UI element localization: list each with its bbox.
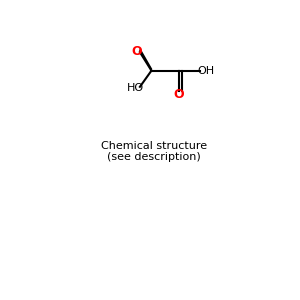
Text: O: O (174, 88, 184, 101)
Text: HO: HO (127, 83, 144, 93)
Text: O: O (131, 44, 142, 58)
Text: Chemical structure
(see description): Chemical structure (see description) (101, 141, 207, 162)
Text: OH: OH (197, 66, 214, 76)
